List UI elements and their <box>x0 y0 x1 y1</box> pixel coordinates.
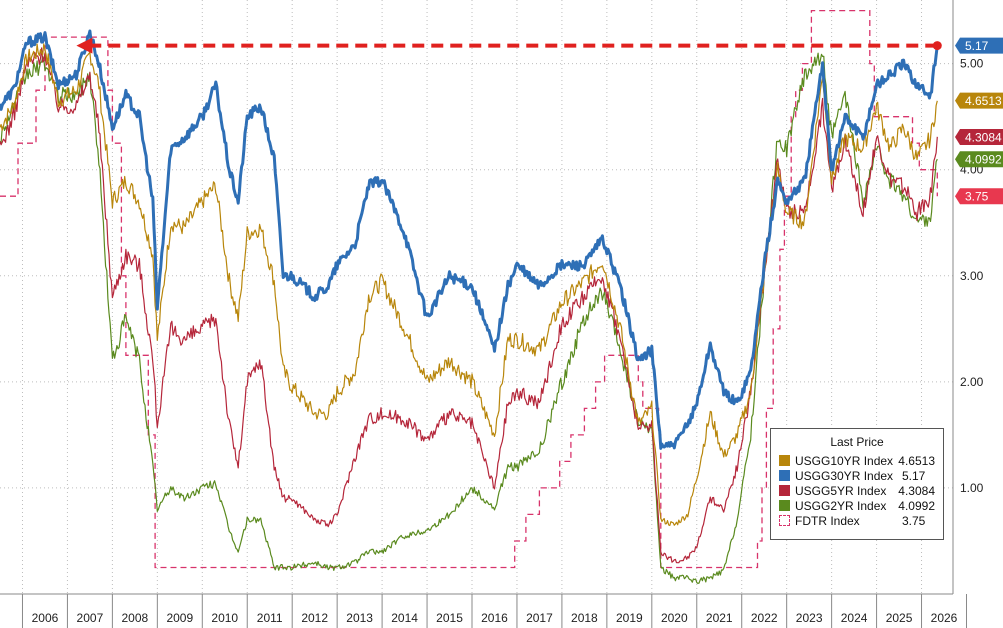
y-tick-label: 3.00 <box>960 269 984 283</box>
x-tick-label: 2020 <box>661 611 688 625</box>
x-tick-label: 2016 <box>481 611 508 625</box>
x-tick-label: 2009 <box>166 611 193 625</box>
x-tick-label: 2025 <box>886 611 913 625</box>
legend-value-usgg2yr: 4.0992 <box>898 498 935 513</box>
legend-value-usgg10yr: 4.6513 <box>898 453 935 468</box>
x-tick-label: 2015 <box>436 611 463 625</box>
x-tick-label: 2021 <box>706 611 733 625</box>
legend-value-usgg30yr: 5.17 <box>902 468 926 483</box>
legend-swatch-usgg2yr <box>779 500 790 511</box>
x-tick-label: 2012 <box>301 611 328 625</box>
legend-item-usgg10yr: USGG10YR Index 4.6513 <box>779 453 935 468</box>
x-tick-label: 2018 <box>571 611 598 625</box>
legend-label-usgg2yr: USGG2YR Index <box>795 498 887 513</box>
x-tick-label: 2014 <box>391 611 418 625</box>
legend-swatch-fdtr <box>779 515 790 526</box>
legend-title: Last Price <box>830 435 884 449</box>
last-value-tag <box>955 151 1003 168</box>
legend-label-usgg30yr: USGG30YR Index <box>795 468 894 483</box>
annotation-arrow-dot <box>932 41 942 51</box>
legend-value-usgg5yr: 4.3084 <box>898 483 935 498</box>
legend-swatch-usgg30yr <box>779 470 790 481</box>
legend-item-usgg5yr: USGG5YR Index 4.3084 <box>779 483 935 498</box>
x-tick-label: 2006 <box>32 611 59 625</box>
x-tick-label: 2019 <box>616 611 643 625</box>
legend-item-usgg2yr: USGG2YR Index 4.0992 <box>779 498 935 513</box>
series-line-usgg2yr <box>0 52 938 584</box>
last-value-tag <box>955 129 1003 146</box>
legend-swatch-usgg5yr <box>779 485 790 496</box>
x-tick-label: 2007 <box>77 611 104 625</box>
legend-label-usgg5yr: USGG5YR Index <box>795 483 887 498</box>
y-tick-label: 1.00 <box>960 481 984 495</box>
legend-swatch-usgg10yr <box>779 455 790 466</box>
x-tick-label: 2024 <box>841 611 868 625</box>
legend: Last Price USGG10YR Index 4.6513 USGG30Y… <box>770 428 944 540</box>
last-value-tag-label: 5.17 <box>965 39 989 53</box>
legend-item-fdtr: FDTR Index 3.75 <box>779 513 935 528</box>
legend-item-usgg30yr: USGG30YR Index 5.17 <box>779 468 935 483</box>
last-value-tag-label: 4.3084 <box>965 131 1002 145</box>
x-tick-label: 2023 <box>796 611 823 625</box>
x-tick-label: 2008 <box>122 611 149 625</box>
y-tick-label: 5.00 <box>960 57 984 71</box>
x-tick-label: 2017 <box>526 611 553 625</box>
last-value-tag <box>955 188 1003 205</box>
last-value-tag-label: 4.0992 <box>965 153 1002 167</box>
last-value-tag <box>955 92 1003 109</box>
series-line-usgg30yr <box>0 29 939 450</box>
last-value-tag <box>955 37 1003 54</box>
x-tick-label: 2026 <box>931 611 958 625</box>
x-tick-label: 2013 <box>346 611 373 625</box>
y-tick-label: 2.00 <box>960 375 984 389</box>
last-value-tag-label: 4.6513 <box>965 94 1002 108</box>
annotation-arrow-head <box>76 37 93 54</box>
last-value-tag-label: 3.75 <box>965 190 989 204</box>
x-tick-label: 2010 <box>211 611 238 625</box>
legend-label-fdtr: FDTR Index <box>795 513 860 528</box>
legend-value-fdtr: 3.75 <box>902 513 926 528</box>
legend-label-usgg10yr: USGG10YR Index <box>795 453 894 468</box>
x-tick-label: 2022 <box>751 611 778 625</box>
x-tick-label: 2011 <box>257 611 283 625</box>
